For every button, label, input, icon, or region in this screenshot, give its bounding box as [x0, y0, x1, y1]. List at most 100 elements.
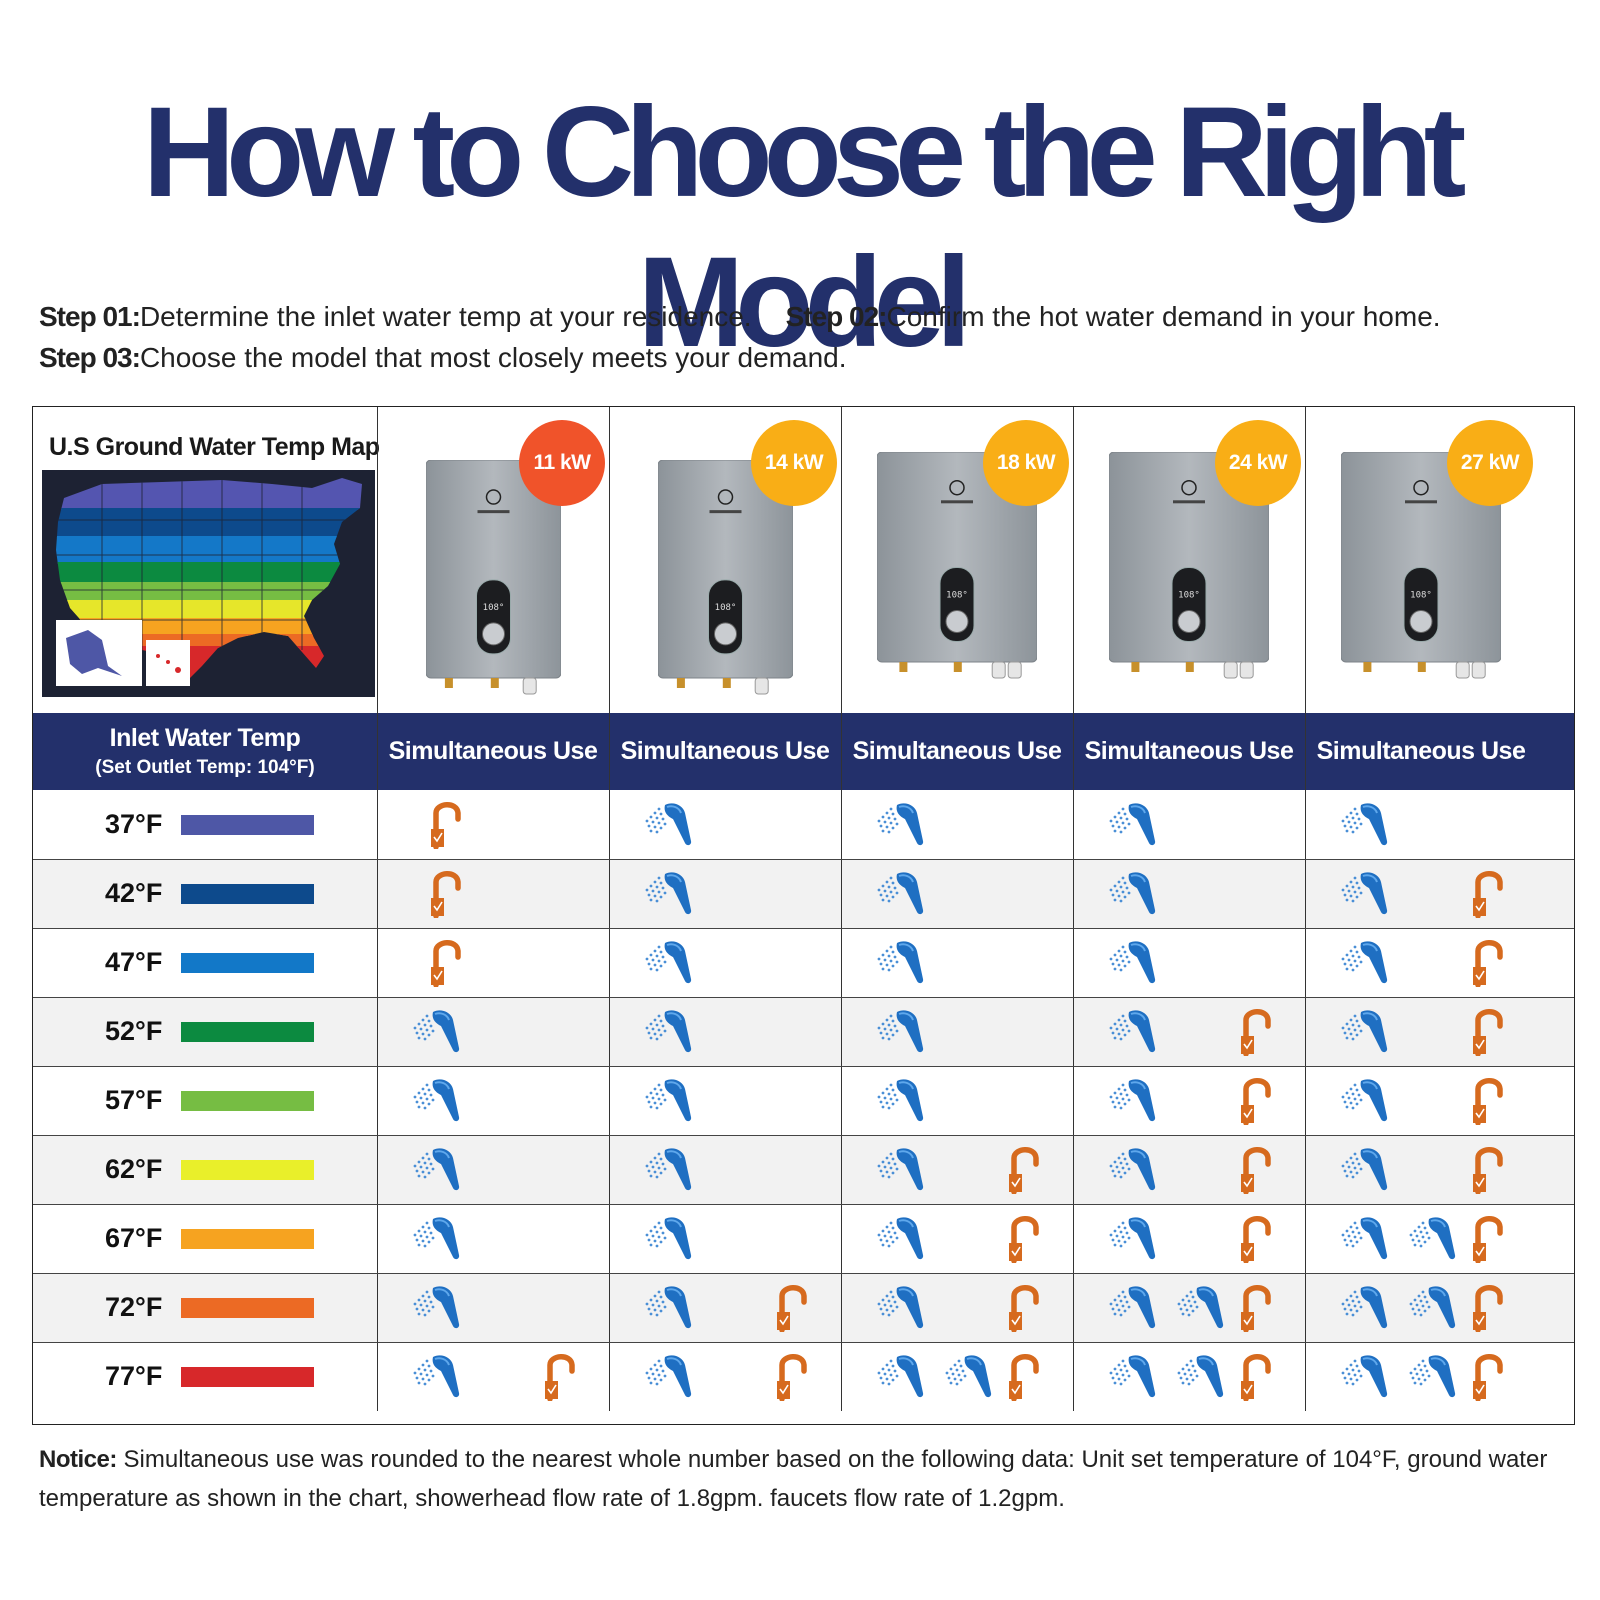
table-row: 67°F — [33, 1204, 1574, 1273]
shower-icon — [1103, 1077, 1161, 1125]
shower-icon — [871, 939, 929, 987]
inlet-temp-label: 52°F — [105, 997, 162, 1066]
faucet-icon — [1469, 868, 1505, 918]
shower-icon — [871, 1215, 929, 1263]
faucet-use-icon — [1005, 1351, 1041, 1406]
simultaneous-use-label: Simultaneous Use — [1085, 737, 1294, 766]
shower-icon — [1103, 939, 1161, 987]
column-divider — [377, 407, 378, 1411]
us-map-graphic — [42, 470, 375, 697]
shower-icon — [871, 1008, 929, 1056]
inlet-temp-label: 37°F — [105, 790, 162, 859]
notice-text: Simultaneous use was rounded to the near… — [39, 1446, 1547, 1512]
shower-use-icon — [639, 1215, 697, 1268]
shower-use-icon — [639, 1284, 697, 1337]
shower-icon — [639, 1146, 697, 1194]
shower-use-icon — [639, 1353, 697, 1406]
table-row: 57°F — [33, 1066, 1574, 1135]
simultaneous-use-label: Simultaneous Use — [853, 737, 1062, 766]
faucet-use-icon — [1237, 1144, 1273, 1199]
row-divider — [33, 928, 1574, 929]
step1-text: Determine the inlet water temp at your r… — [140, 301, 752, 332]
table-row: 42°F — [33, 859, 1574, 928]
shower-use-icon — [1103, 1353, 1161, 1406]
inlet-temp-label: 72°F — [105, 1273, 162, 1342]
step-line-1: Step 01:Determine the inlet water temp a… — [39, 296, 1441, 337]
shower-use-icon — [1103, 801, 1161, 854]
faucet-use-icon — [1469, 1282, 1505, 1337]
faucet-use-icon — [427, 868, 463, 923]
column-divider — [1073, 407, 1074, 1411]
shower-use-icon — [1335, 1008, 1393, 1061]
temp-color-swatch — [181, 884, 314, 904]
table-row: 52°F — [33, 997, 1574, 1066]
shower-use-icon — [1335, 801, 1393, 854]
faucet-icon — [1469, 1144, 1505, 1194]
shower-use-icon — [639, 1146, 697, 1199]
shower-use-icon — [1103, 1215, 1161, 1268]
shower-icon — [1403, 1215, 1461, 1263]
simultaneous-use-label: Simultaneous Use — [1317, 737, 1526, 766]
simultaneous-use-header: Simultaneous Use — [1305, 713, 1537, 790]
inlet-title: Inlet Water Temp — [110, 724, 301, 753]
shower-icon — [1103, 1353, 1161, 1401]
inlet-temp-label: 47°F — [105, 928, 162, 997]
shower-use-icon — [871, 1284, 929, 1337]
shower-use-icon — [639, 801, 697, 854]
faucet-use-icon — [427, 937, 463, 992]
faucet-use-icon — [1005, 1213, 1041, 1268]
shower-icon — [639, 939, 697, 987]
power-badge: 18 kW — [983, 420, 1069, 506]
shower-use-icon — [1335, 1215, 1393, 1268]
faucet-icon — [1005, 1351, 1041, 1401]
shower-icon — [1335, 1215, 1393, 1263]
shower-use-icon — [407, 1077, 465, 1130]
faucet-use-icon — [1469, 1075, 1505, 1130]
shower-icon — [407, 1146, 465, 1194]
inlet-temp-label: 77°F — [105, 1342, 162, 1411]
faucet-icon — [1005, 1213, 1041, 1263]
step2-label: Step 02: — [786, 301, 887, 332]
shower-icon — [1335, 1353, 1393, 1401]
shower-icon — [871, 1284, 929, 1332]
faucet-use-icon — [1005, 1144, 1041, 1199]
shower-use-icon — [871, 939, 929, 992]
shower-use-icon — [1103, 1146, 1161, 1199]
faucet-use-icon — [1237, 1282, 1273, 1337]
shower-icon — [871, 1353, 929, 1401]
shower-use-icon — [407, 1215, 465, 1268]
shower-icon — [871, 1077, 929, 1125]
faucet-use-icon — [1469, 1144, 1505, 1199]
svg-text:108°: 108° — [714, 603, 736, 613]
shower-use-icon — [871, 1008, 929, 1061]
shower-icon — [1335, 870, 1393, 918]
faucet-icon — [1237, 1075, 1273, 1125]
faucet-use-icon — [1237, 1075, 1273, 1130]
shower-use-icon — [1103, 1077, 1161, 1130]
shower-use-icon — [407, 1284, 465, 1337]
shower-icon — [1335, 1284, 1393, 1332]
power-badge: 24 kW — [1215, 420, 1301, 506]
shower-icon — [1335, 801, 1393, 849]
shower-icon — [639, 1353, 697, 1401]
shower-use-icon — [1335, 939, 1393, 992]
faucet-use-icon — [1469, 868, 1505, 923]
shower-icon — [407, 1284, 465, 1332]
faucet-use-icon — [1469, 1351, 1505, 1406]
faucet-icon — [541, 1351, 577, 1401]
faucet-use-icon — [1237, 1351, 1273, 1406]
shower-icon — [871, 801, 929, 849]
row-divider — [33, 859, 1574, 860]
shower-use-icon — [1171, 1353, 1229, 1406]
inlet-subtitle: (Set Outlet Temp: 104°F) — [95, 757, 314, 779]
shower-icon — [639, 1215, 697, 1263]
shower-use-icon — [871, 1077, 929, 1130]
shower-icon — [639, 870, 697, 918]
faucet-icon — [1469, 1213, 1505, 1263]
shower-icon — [407, 1077, 465, 1125]
faucet-icon — [1469, 1075, 1505, 1125]
inlet-header: Inlet Water Temp (Set Outlet Temp: 104°F) — [33, 713, 377, 790]
svg-text:108°: 108° — [1410, 591, 1432, 601]
faucet-icon — [427, 868, 463, 918]
shower-icon — [1335, 1008, 1393, 1056]
